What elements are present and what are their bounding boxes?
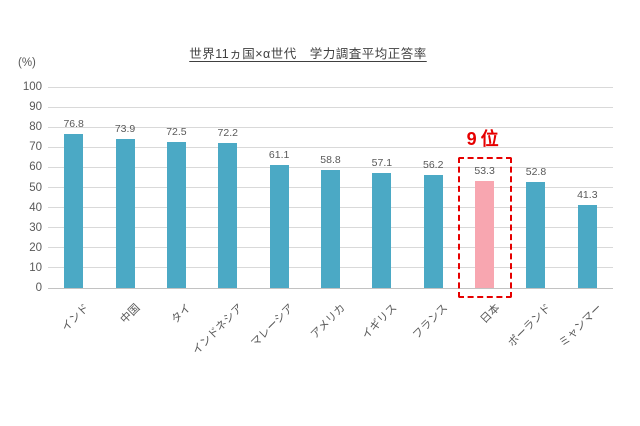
x-category-label: インドネシア [190,302,246,358]
bar-value-label: 53.3 [474,164,495,177]
bar-日本 [475,180,495,288]
y-tick-label-100: 100 [22,81,42,93]
bar-value-label: 52.8 [525,165,547,178]
y-tick-label-40: 40 [29,201,42,214]
x-category-label: 中国 [118,302,143,327]
y-tick-label-20: 20 [29,241,42,254]
bar-インド [64,133,84,288]
highlight-box-japan [457,157,512,298]
x-category-label: 日本 [478,302,503,327]
y-tick-label-50: 50 [29,181,42,194]
gridline-70 [48,146,613,148]
chart-title: 世界11ヵ国×α世代 学力調査平均正答率 [189,47,427,61]
y-axis-unit-label: (%) [18,57,36,69]
bar-タイ [166,142,186,288]
x-category-label: フランス [411,302,451,342]
bar-value-label: 73.9 [114,123,136,136]
x-category-label: アメリカ [308,302,348,342]
bar-value-label: 57.1 [371,157,393,170]
x-category-label: インド [59,302,92,334]
bar-value-label: 76.8 [63,117,84,130]
bar-中国 [115,139,135,288]
bar-value-label: 72.2 [217,126,238,139]
bar-アメリカ [321,169,340,288]
bar-value-label: 41.3 [577,188,598,201]
bar-ミャンマー [577,204,597,288]
x-category-label: イギリス [359,302,400,342]
bar-value-label: 58.8 [320,153,341,166]
gridline-60 [48,166,613,168]
y-tick-label-60: 60 [29,161,42,174]
gridline-80 [48,126,613,128]
gridline-90 [48,106,613,108]
bar-value-label: 61.1 [268,149,290,162]
gridline-100 [48,86,613,88]
bar-インドネシア [218,142,238,288]
bar-イギリス [372,173,392,288]
bar-マレーシア [269,165,289,288]
gridline-0 [48,287,613,289]
y-tick-label-80: 80 [29,121,42,134]
bar-フランス [423,175,443,288]
x-category-label: ポーランド [506,302,554,350]
y-tick-label-90: 90 [29,101,42,114]
x-category-label: ミャンマー [557,302,605,350]
y-tick-label-10: 10 [29,261,42,274]
x-category-label: タイ [169,302,194,327]
bar-value-label: 56.2 [423,159,444,172]
rank-label: 9位 [466,129,503,149]
y-tick-label-70: 70 [29,141,42,154]
y-tick-label-0: 0 [35,282,42,294]
bar-value-label: 72.5 [166,126,187,139]
x-category-label: マレーシア [249,302,297,350]
y-tick-label-30: 30 [29,221,42,234]
bar-ポーランド [526,181,546,288]
